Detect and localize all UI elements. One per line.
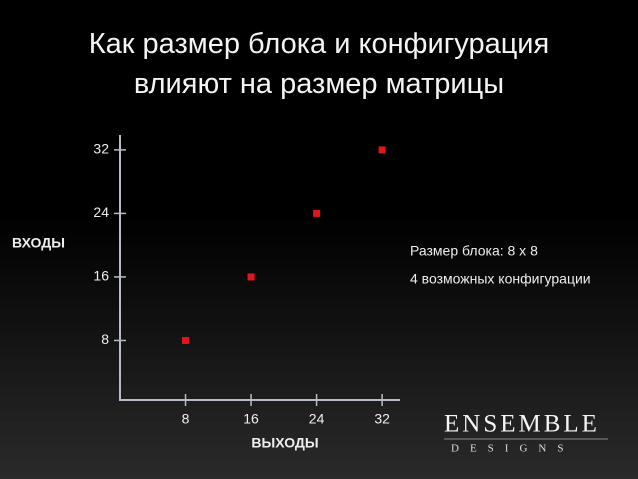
y-axis-label: ВХОДЫ xyxy=(12,235,65,251)
logo-tagline: DESIGNS xyxy=(451,443,574,455)
point xyxy=(247,273,255,281)
x-axis-label: ВЫХОДЫ xyxy=(251,435,318,451)
x-tick-label: 24 xyxy=(309,411,325,427)
x-tick-label: 8 xyxy=(182,411,190,427)
annotation: 4 возможных конфигурации xyxy=(410,271,591,287)
logo-name: ENSEMBLE xyxy=(444,411,600,438)
x-tick-label: 16 xyxy=(243,411,259,427)
point xyxy=(313,209,321,217)
y-tick-label: 8 xyxy=(101,331,109,347)
point xyxy=(182,336,190,344)
x-tick-label: 32 xyxy=(374,411,390,427)
annotation: Размер блока: 8 x 8 xyxy=(410,243,538,259)
point xyxy=(378,146,386,154)
chart-title: Как размер блока и конфигурация влияют н… xyxy=(88,28,550,100)
y-tick-label: 32 xyxy=(93,141,109,157)
y-tick-label: 24 xyxy=(93,204,109,220)
y-tick-label: 16 xyxy=(93,268,109,284)
